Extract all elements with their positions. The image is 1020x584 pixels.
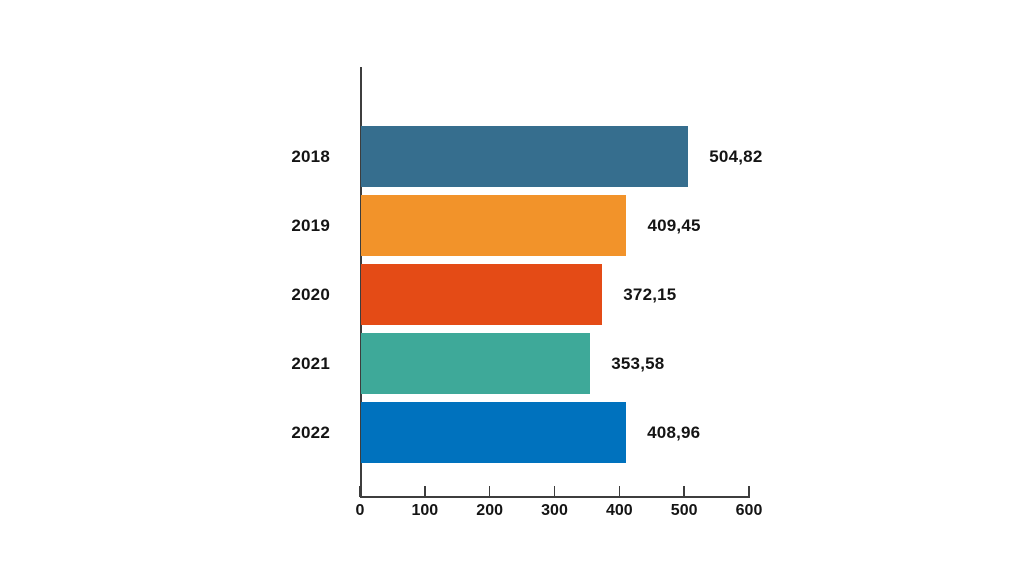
value-label: 372,15: [623, 284, 677, 304]
bar-row-2018: 2018 504,82: [0, 126, 1020, 187]
x-tick-label: 100: [411, 502, 439, 519]
x-tick-mark: [488, 486, 491, 497]
category-label: 2021: [291, 353, 330, 373]
value-label: 353,58: [611, 353, 665, 373]
x-tick-mark: [618, 486, 621, 497]
bar-2022: [361, 402, 627, 463]
bar-row-2022: 2022 408,96: [0, 402, 1020, 463]
x-tick-label: 200: [476, 502, 503, 519]
bar-2018: [361, 126, 689, 187]
x-tick-label: 400: [605, 502, 633, 519]
x-tick-label: 600: [735, 502, 763, 519]
x-tick-mark: [553, 486, 556, 497]
y-axis-line: [360, 67, 362, 497]
category-label: 2018: [291, 146, 330, 166]
bar-2020: [361, 264, 603, 325]
x-tick-mark: [359, 486, 361, 497]
category-label: 2020: [291, 284, 330, 304]
bar-2019: [361, 195, 627, 256]
category-label: 2022: [291, 422, 330, 442]
bar-row-2020: 2020 372,15: [0, 264, 1020, 325]
bar-row-2021: 2021 353,58: [0, 333, 1020, 394]
category-label: 2019: [291, 215, 330, 235]
bar-2021: [361, 333, 591, 394]
x-tick-mark: [748, 486, 750, 497]
value-label: 409,45: [647, 215, 701, 235]
x-tick-mark: [683, 486, 685, 497]
value-label: 504,82: [709, 146, 763, 166]
x-tick-label: 0: [355, 502, 365, 519]
x-tick-mark: [424, 486, 426, 497]
value-label: 408,96: [647, 422, 701, 442]
x-tick-label: 500: [670, 502, 698, 519]
bar-row-2019: 2019 409,45: [0, 195, 1020, 256]
x-tick-label: 300: [541, 502, 568, 519]
